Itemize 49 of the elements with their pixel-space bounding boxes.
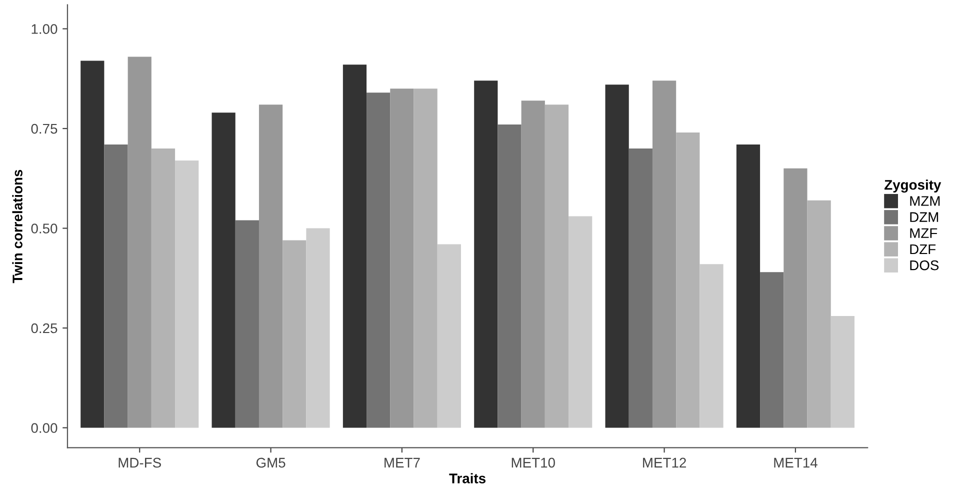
y-axis-title: Twin correlations	[12, 170, 22, 284]
x-tick-label: MET14	[774, 458, 818, 468]
bar	[151, 148, 176, 428]
legend-label: MZF	[910, 228, 938, 238]
x-axis-title: Traits	[449, 473, 486, 484]
y-tick-label: 0.50	[31, 224, 58, 234]
bar	[258, 104, 283, 428]
bar	[390, 88, 414, 428]
bar	[366, 92, 390, 428]
bar	[212, 112, 236, 428]
bar	[760, 272, 784, 428]
bar	[474, 80, 498, 428]
bar	[568, 216, 592, 428]
bar	[784, 168, 808, 428]
bar	[282, 240, 306, 428]
bar	[306, 228, 330, 428]
x-tick-label: MET12	[643, 458, 686, 468]
bar	[342, 64, 367, 428]
bar	[498, 124, 522, 428]
bar	[128, 56, 152, 428]
legend-label: DOS	[910, 260, 939, 270]
bar	[414, 88, 438, 428]
legend-title: Zygosity	[884, 180, 942, 193]
bar	[676, 132, 700, 428]
x-tick-label: GM5	[256, 458, 286, 468]
legend-label: DZF	[910, 244, 936, 254]
bar	[807, 200, 831, 428]
bar	[521, 100, 545, 428]
y-tick-label: 1.00	[32, 24, 58, 34]
bar	[736, 144, 760, 428]
bar	[544, 104, 569, 428]
legend-label: MZM	[910, 196, 940, 206]
bar	[235, 220, 259, 428]
bar	[652, 80, 676, 428]
bar	[80, 60, 104, 428]
bar	[104, 144, 128, 428]
legend-label: DZM	[910, 212, 938, 222]
x-tick-label: MET7	[384, 458, 420, 468]
bar	[605, 84, 629, 428]
x-tick-label: MET10	[512, 458, 555, 468]
bar	[830, 316, 854, 428]
y-tick-label: 0.00	[31, 423, 58, 433]
bar	[175, 160, 199, 428]
y-tick-label: 0.25	[31, 323, 58, 334]
bar	[628, 148, 652, 428]
x-tick-label: MD-FS	[118, 458, 161, 468]
bar	[437, 244, 461, 428]
bar	[700, 264, 724, 428]
y-tick-label: 0.75	[31, 124, 58, 134]
